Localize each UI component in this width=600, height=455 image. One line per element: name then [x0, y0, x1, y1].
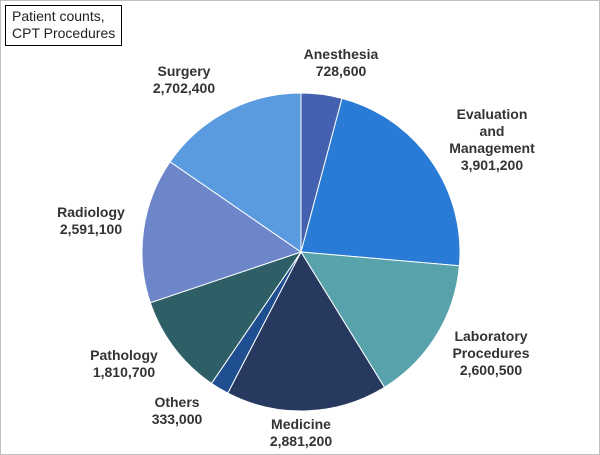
slice-label-medicine: Medicine 2,881,200 — [270, 416, 332, 449]
slice-label-laboratory-procedures: Laboratory Procedures 2,600,500 — [452, 328, 529, 378]
slice-value-label: 728,600 — [316, 63, 367, 79]
chart-title-line-2: CPT Procedures — [12, 25, 116, 41]
slice-category-label: Anesthesia — [304, 46, 379, 62]
slice-category-label: Surgery — [158, 63, 211, 79]
slice-value-label: 2,600,500 — [460, 362, 522, 378]
slice-label-evaluation-and-management: Evaluation and Management 3,901,200 — [449, 106, 535, 173]
slice-label-pathology: Pathology 1,810,700 — [90, 347, 158, 380]
slice-category-label: and — [480, 123, 505, 139]
slice-category-label: Evaluation — [457, 106, 528, 122]
pie-slice-radiology — [141, 161, 303, 304]
slice-label-radiology: Radiology 2,591,100 — [57, 204, 125, 237]
slice-value-label: 2,881,200 — [270, 433, 332, 449]
slice-value-label: 2,591,100 — [60, 221, 122, 237]
slice-category-label: Procedures — [452, 345, 529, 361]
slice-category-label: Medicine — [271, 416, 331, 432]
chart-title-line-1: Patient counts, — [12, 8, 105, 24]
slice-category-label: Others — [154, 394, 199, 410]
pie-slice-medicine — [227, 250, 386, 412]
slice-label-others: Others 333,000 — [152, 394, 203, 427]
slice-value-label: 2,702,400 — [153, 80, 215, 96]
slice-category-label: Laboratory — [454, 328, 527, 344]
slice-category-label: Pathology — [90, 347, 158, 363]
slice-label-surgery: Surgery 2,702,400 — [153, 63, 215, 96]
pie-slice-surgery — [169, 92, 302, 253]
chart-title-box: Patient counts, CPT Procedures — [5, 5, 123, 46]
slice-label-anesthesia: Anesthesia 728,600 — [304, 46, 379, 79]
slice-category-label: Radiology — [57, 204, 125, 220]
slice-value-label: 333,000 — [152, 411, 203, 427]
pie-slice-pathology — [149, 251, 303, 385]
slice-value-label: 1,810,700 — [93, 364, 155, 380]
pie-slice-laboratory-procedures — [300, 251, 460, 389]
slice-value-label: 3,901,200 — [461, 157, 523, 173]
pie-slice-evaluation-and-management — [300, 97, 461, 267]
slice-category-label: Management — [449, 140, 535, 156]
